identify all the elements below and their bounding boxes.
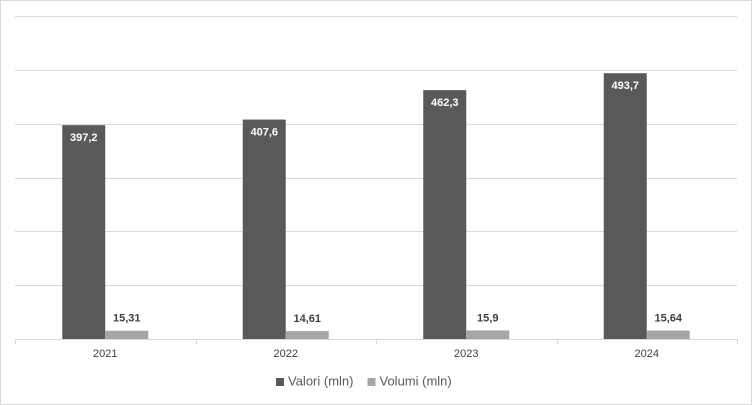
bar (466, 330, 510, 339)
data-label: 397,2 (70, 132, 98, 144)
data-label: 15,64 (654, 312, 682, 324)
bar (603, 73, 647, 340)
x-tick-label: 2024 (635, 348, 659, 360)
legend-swatch (367, 378, 376, 386)
data-label: 407,6 (250, 126, 278, 138)
data-label: 15,9 (477, 312, 498, 324)
bar (62, 125, 106, 339)
bar (646, 330, 690, 339)
legend-label: Valori (mln) (288, 373, 354, 388)
data-label: 14,61 (293, 313, 321, 325)
data-label: 15,31 (113, 313, 141, 325)
data-label: 462,3 (431, 97, 459, 109)
x-tick-label: 2021 (93, 348, 117, 360)
legend-swatch (276, 378, 284, 386)
x-tick-label: 2022 (274, 348, 298, 360)
bar (423, 90, 467, 339)
bar (105, 330, 149, 339)
x-tick-label: 2023 (454, 348, 478, 360)
data-label: 493,7 (611, 80, 639, 92)
bar (242, 119, 286, 339)
legend-label: Volumi (mln) (380, 373, 452, 388)
bar (285, 331, 329, 339)
